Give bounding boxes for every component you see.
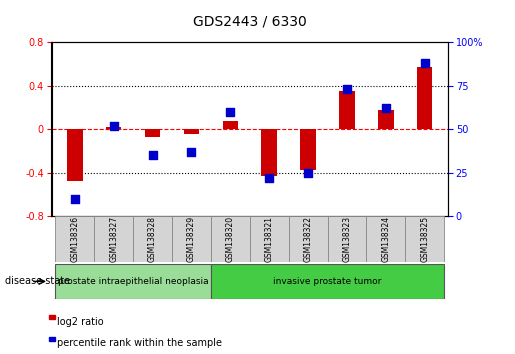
Point: [110, 123, 118, 129]
Bar: [328, 216, 366, 262]
Bar: [172, 216, 211, 262]
Text: GSM138327: GSM138327: [109, 216, 118, 262]
Bar: [211, 264, 444, 299]
Bar: [417, 67, 433, 129]
Text: GSM138324: GSM138324: [381, 216, 390, 262]
Bar: [49, 337, 55, 341]
Point: [148, 152, 157, 158]
Text: GSM138320: GSM138320: [226, 216, 235, 262]
Text: GSM138322: GSM138322: [303, 216, 313, 262]
Text: percentile rank within the sample: percentile rank within the sample: [57, 338, 221, 348]
Bar: [106, 127, 122, 129]
Bar: [262, 129, 277, 176]
Bar: [366, 216, 405, 262]
Bar: [300, 129, 316, 170]
Point: [421, 61, 429, 66]
Text: GDS2443 / 6330: GDS2443 / 6330: [193, 14, 306, 28]
Bar: [56, 216, 94, 262]
Point: [187, 149, 196, 155]
Text: GSM138329: GSM138329: [187, 216, 196, 262]
Point: [226, 109, 234, 115]
Point: [304, 170, 312, 175]
Bar: [339, 91, 355, 129]
Text: prostate intraepithelial neoplasia: prostate intraepithelial neoplasia: [58, 277, 209, 286]
Text: GSM138326: GSM138326: [71, 216, 79, 262]
Bar: [378, 110, 393, 129]
Text: log2 ratio: log2 ratio: [57, 317, 104, 327]
Bar: [288, 216, 328, 262]
Text: GSM138325: GSM138325: [420, 216, 429, 262]
Bar: [211, 216, 250, 262]
Point: [382, 105, 390, 111]
Text: disease state: disease state: [5, 276, 70, 286]
Bar: [133, 216, 172, 262]
Bar: [405, 216, 444, 262]
Text: GSM138328: GSM138328: [148, 216, 157, 262]
Point: [343, 86, 351, 92]
Point: [71, 196, 79, 201]
Bar: [184, 129, 199, 133]
Bar: [94, 216, 133, 262]
Bar: [222, 120, 238, 129]
Bar: [56, 264, 211, 299]
Text: invasive prostate tumor: invasive prostate tumor: [273, 277, 382, 286]
Bar: [67, 129, 82, 181]
Bar: [145, 129, 160, 137]
Bar: [250, 216, 288, 262]
Text: GSM138323: GSM138323: [342, 216, 351, 262]
Bar: [49, 315, 55, 319]
Point: [265, 175, 273, 181]
Text: GSM138321: GSM138321: [265, 216, 273, 262]
